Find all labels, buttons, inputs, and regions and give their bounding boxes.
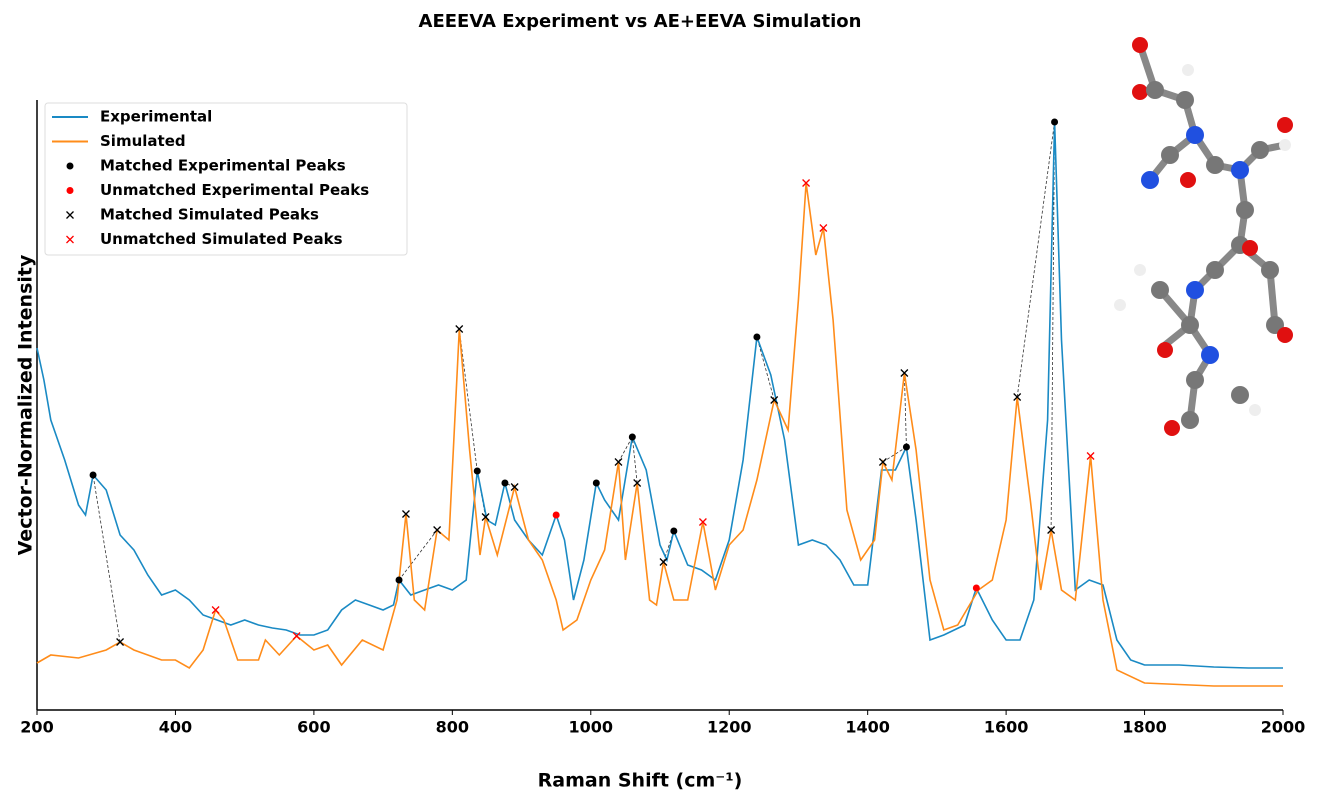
peak-cross <box>116 638 125 646</box>
peak-cross <box>1086 452 1095 460</box>
peak-cross <box>900 369 909 377</box>
peak-cross <box>633 479 642 487</box>
match-link <box>398 529 438 581</box>
peak-cross <box>614 458 623 466</box>
match-link <box>458 328 478 472</box>
peak-dot <box>902 443 910 451</box>
legend <box>44 102 408 256</box>
peak-dot <box>753 333 761 341</box>
y-axis-label: Vector-Normalized Intensity <box>15 254 37 555</box>
molecule-atoms <box>1114 37 1293 436</box>
peak-cross <box>292 632 301 640</box>
x-tick-label: 200 <box>20 718 53 737</box>
peak-cross <box>510 483 519 491</box>
peak-cross <box>698 518 707 526</box>
x-tick-label: 800 <box>436 718 469 737</box>
peak-cross <box>659 558 668 566</box>
peak-dot <box>628 433 636 441</box>
match-link <box>1016 121 1055 398</box>
x-tick-label: 1800 <box>1122 718 1167 737</box>
legend-label: Simulated <box>100 132 186 150</box>
peak-dot <box>89 471 97 479</box>
x-tick-label: 600 <box>297 718 330 737</box>
peak-cross <box>1013 393 1022 401</box>
chart-title: AEEEVA Experiment vs AE+EEVA Simulation <box>419 11 862 32</box>
legend-swatch <box>66 211 74 219</box>
peak-dot <box>670 527 678 535</box>
peak-dot <box>552 511 560 519</box>
match-link <box>1050 121 1055 531</box>
match-link <box>756 336 775 401</box>
legend-label: Matched Experimental Peaks <box>100 157 346 175</box>
match-link <box>92 474 121 643</box>
peak-cross <box>1047 526 1056 534</box>
peak-cross <box>878 458 887 466</box>
x-tick-label: 1400 <box>845 718 890 737</box>
match-link <box>504 482 515 488</box>
legend-swatch <box>66 162 74 170</box>
x-tick-label: 1000 <box>569 718 614 737</box>
legend-label: Matched Simulated Peaks <box>100 206 319 224</box>
peak-dot <box>1051 118 1059 126</box>
peak-dot <box>395 576 403 584</box>
peak-dot <box>473 467 481 475</box>
peak-cross <box>211 606 220 614</box>
match-link <box>903 372 907 448</box>
match-link <box>631 436 638 484</box>
peak-cross <box>770 396 779 404</box>
peak-cross <box>481 513 490 521</box>
legend-label: Experimental <box>100 108 212 126</box>
peak-cross <box>433 526 442 534</box>
peak-dot <box>592 479 600 487</box>
peak-cross <box>401 510 410 518</box>
legend-label: Unmatched Simulated Peaks <box>100 230 343 248</box>
molecule-illustration <box>1136 43 1286 421</box>
peak-cross <box>802 179 811 187</box>
x-axis-label: Raman Shift (cm⁻¹) <box>538 770 743 792</box>
peak-dot <box>501 479 509 487</box>
x-tick-label: 1600 <box>984 718 1029 737</box>
peak-cross <box>819 224 828 232</box>
legend-label: Unmatched Experimental Peaks <box>100 181 369 199</box>
x-tick-label: 2000 <box>1261 718 1306 737</box>
legend-swatch <box>66 235 74 244</box>
series-line <box>36 182 1283 687</box>
x-tick-label: 1200 <box>707 718 752 737</box>
x-tick-label: 400 <box>159 718 192 737</box>
peak-cross <box>455 325 464 333</box>
legend-swatch <box>66 187 74 194</box>
peak-dot <box>972 584 980 592</box>
